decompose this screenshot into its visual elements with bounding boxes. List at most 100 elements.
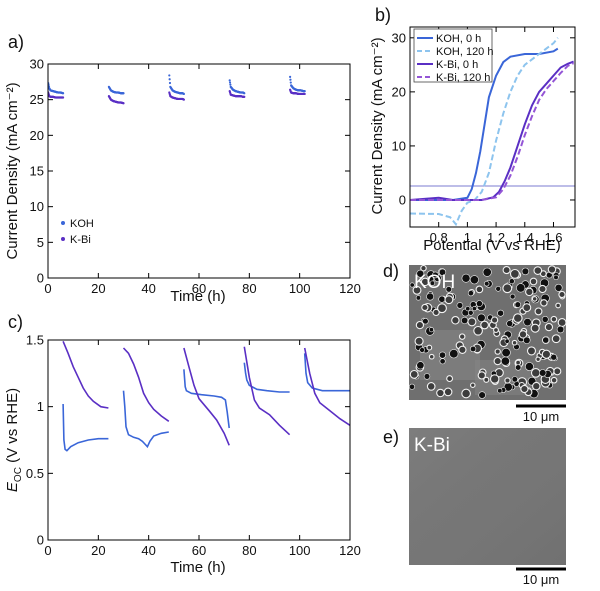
sem-particle bbox=[502, 266, 511, 275]
sem-particle bbox=[408, 383, 415, 390]
sem-particle bbox=[533, 266, 543, 275]
sem-particle bbox=[437, 303, 447, 314]
panel-a-ytick-label: 10 bbox=[30, 199, 44, 214]
panel-b-line-1 bbox=[410, 37, 559, 227]
sem-particle bbox=[429, 280, 436, 286]
sem-particle bbox=[438, 351, 446, 359]
panel-c-xtick-label: 20 bbox=[91, 543, 105, 558]
legend-b-kbi0: K-Bi, 0 h bbox=[436, 59, 478, 71]
sem-kbi-texture bbox=[409, 428, 566, 565]
sem-particle bbox=[419, 347, 425, 353]
sem-particle bbox=[547, 265, 557, 274]
sem-particle bbox=[497, 388, 503, 394]
panel-label-a: a) bbox=[8, 32, 24, 52]
data-point bbox=[289, 81, 292, 84]
sem-particle bbox=[525, 362, 534, 371]
panel-a-chart: 0 20 40 60 80 100 120 0 5 10 15 20 25 30 Time (h) Cur… bbox=[4, 57, 361, 306]
sem-particle bbox=[445, 286, 452, 293]
sem-particle bbox=[522, 303, 532, 313]
panel-a-xtick-label: 80 bbox=[242, 281, 256, 296]
sem-particle bbox=[449, 349, 459, 359]
sem-particle bbox=[550, 315, 558, 323]
data-point bbox=[243, 92, 246, 95]
panel-c-xtick-label: 120 bbox=[339, 543, 361, 558]
panel-label-b: b) bbox=[375, 5, 391, 25]
panel-b-ytick-label: 10 bbox=[392, 138, 406, 153]
panel-a-ylabel: Current Density (mA cm⁻²) bbox=[4, 82, 21, 259]
sem-particle bbox=[515, 364, 522, 371]
sem-particle bbox=[415, 295, 422, 301]
sem-particle bbox=[494, 348, 501, 355]
sem-particle bbox=[439, 358, 446, 365]
sem-particle bbox=[554, 283, 563, 292]
panel-a-series-koh bbox=[48, 74, 306, 96]
panel-a-legend: KOH K-Bi bbox=[61, 218, 94, 246]
data-point bbox=[62, 96, 65, 99]
panel-a-xtick-label: 120 bbox=[339, 281, 361, 296]
sem-particle bbox=[509, 293, 516, 300]
panel-a-ytick-label: 30 bbox=[30, 57, 44, 72]
sem-particle bbox=[526, 346, 537, 356]
panel-a-xtick-label: 40 bbox=[141, 281, 155, 296]
panel-c-ylabel: EOC (V vs RHE) bbox=[4, 388, 24, 492]
sem-particle bbox=[477, 313, 486, 322]
data-trace bbox=[183, 369, 230, 429]
sem-particle bbox=[426, 382, 436, 391]
panel-c-ytick-label: 0.5 bbox=[26, 466, 44, 481]
sem-particle bbox=[415, 320, 425, 330]
legend-b-koh0: KOH, 0 h bbox=[436, 33, 481, 45]
panel-c-series-koh bbox=[62, 353, 350, 452]
panel-b-line-0 bbox=[410, 47, 559, 201]
panel-a-ytick-label: 15 bbox=[30, 164, 44, 179]
sem-particle bbox=[420, 264, 427, 272]
panel-b-series bbox=[410, 37, 575, 227]
sem-particle bbox=[553, 274, 559, 281]
sem-particle bbox=[544, 322, 554, 332]
sem-particle bbox=[541, 349, 552, 359]
data-point bbox=[168, 81, 172, 85]
sem-particle bbox=[520, 384, 529, 394]
panel-a-ytick-label: 25 bbox=[30, 92, 44, 107]
legend-b-koh120: KOH, 120 h bbox=[436, 46, 493, 58]
sem-particle bbox=[428, 327, 434, 333]
panel-b-ytick-label: 20 bbox=[392, 84, 406, 99]
panel-a-xtick-label: 20 bbox=[91, 281, 105, 296]
sem-particle bbox=[504, 377, 511, 384]
sem-particle bbox=[475, 285, 484, 294]
sem-particle bbox=[489, 374, 500, 384]
sem-particle bbox=[470, 382, 476, 388]
data-trace bbox=[303, 353, 350, 392]
sem-particle bbox=[511, 376, 518, 383]
data-point bbox=[303, 90, 306, 93]
sem-particle bbox=[475, 300, 483, 307]
legend-a-koh-marker bbox=[61, 221, 65, 225]
sem-particle bbox=[558, 290, 566, 299]
sem-particle bbox=[550, 353, 558, 361]
sem-particle bbox=[423, 373, 431, 380]
panel-b-xtick-label: 1.4 bbox=[516, 230, 534, 245]
sem-particle bbox=[525, 287, 534, 297]
sem-particle bbox=[428, 353, 435, 360]
legend-b-kbi120: K-Bi, 120 h bbox=[436, 72, 490, 84]
sem-particle bbox=[414, 336, 424, 346]
data-point bbox=[243, 95, 246, 98]
legend-a-koh: KOH bbox=[70, 218, 94, 230]
panel-c-xtick-label: 60 bbox=[192, 543, 206, 558]
panel-b-chart: 0.8 1 1.2 1.4 1.6 0 10 20 30 Potential (V vs RHE… bbox=[369, 26, 576, 254]
panel-c-xtick-label: 40 bbox=[141, 543, 155, 558]
sem-particle bbox=[551, 334, 561, 344]
panel-label-d: d) bbox=[383, 261, 399, 281]
sem-particle bbox=[516, 283, 526, 293]
legend-a-kbi: K-Bi bbox=[70, 234, 91, 246]
sem-particle bbox=[482, 267, 492, 277]
panel-b-line-3 bbox=[410, 62, 575, 201]
sem-particle bbox=[550, 376, 558, 384]
sem-particle bbox=[518, 330, 528, 339]
panel-a-ticks: 0 20 40 60 80 100 120 0 5 10 15 20 25 30 bbox=[30, 57, 361, 297]
sem-particle bbox=[515, 359, 522, 366]
data-point bbox=[182, 98, 185, 101]
sem-image-koh: KOH bbox=[408, 264, 567, 400]
sem-kbi-label: K-Bi bbox=[414, 435, 450, 456]
panel-b-frame bbox=[409, 26, 576, 228]
